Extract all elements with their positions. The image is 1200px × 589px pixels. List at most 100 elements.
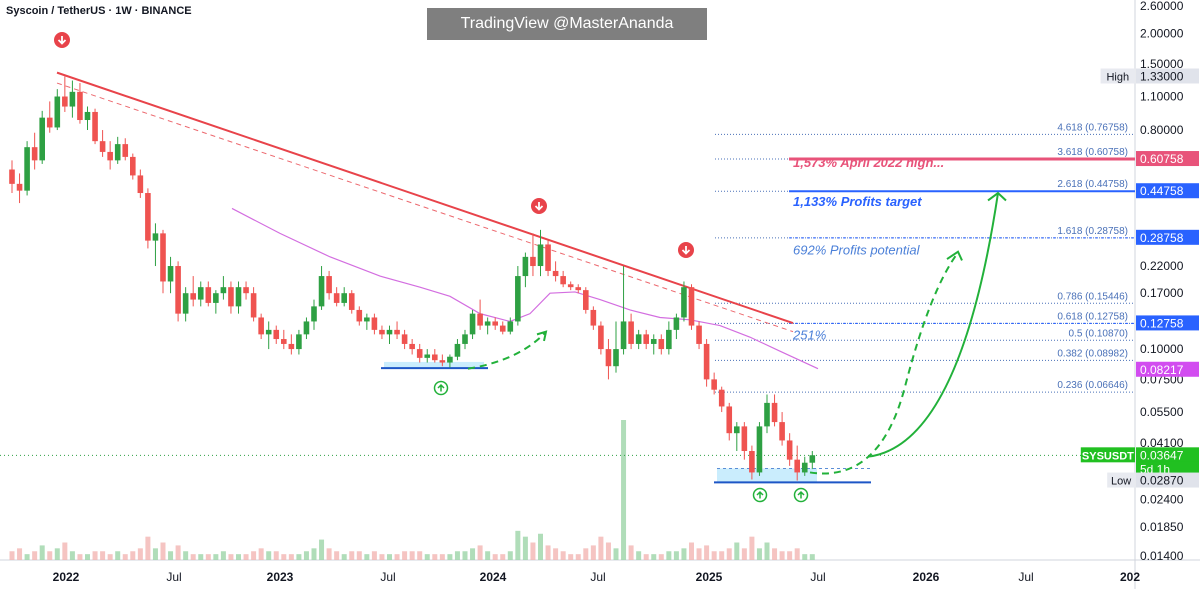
- volume-bar: [251, 551, 257, 560]
- volume-bar: [341, 554, 347, 560]
- price-axis-label: [1136, 472, 1199, 488]
- volume-bar: [711, 551, 717, 560]
- candle-body: [197, 287, 204, 300]
- candle-body: [681, 287, 687, 318]
- volume-bar: [636, 551, 642, 560]
- volume-bar: [69, 551, 75, 560]
- fib-level-label: 4.618 (0.76758): [1057, 122, 1128, 133]
- candle-body: [507, 321, 514, 332]
- candle-body: [439, 360, 446, 363]
- volume-bar: [432, 554, 438, 560]
- volume-bar: [583, 548, 589, 560]
- volume-bar: [779, 551, 785, 560]
- candle-body: [265, 329, 272, 335]
- volume-bar: [643, 554, 649, 560]
- projection-arrowhead-solid: [987, 191, 1007, 202]
- x-tick-label: 202: [1120, 570, 1140, 584]
- volume-bar: [379, 554, 385, 560]
- volume-bar: [485, 551, 491, 560]
- y-tick-label: 0.05500: [1140, 405, 1184, 419]
- candle-body: [635, 334, 642, 344]
- y-tick-label: 2.60000: [1140, 0, 1184, 13]
- candle-body: [703, 343, 710, 380]
- x-tick-label: 2026: [913, 570, 940, 584]
- volume-bar: [288, 554, 294, 560]
- candle-body: [401, 334, 408, 344]
- projection-arrowhead-dashed: [946, 250, 963, 261]
- price-axis-value: 0.28758: [1140, 231, 1184, 245]
- volume-bar: [39, 545, 45, 560]
- candle-body: [379, 329, 385, 335]
- price-axis-label: [1136, 447, 1199, 463]
- volume-bar: [613, 548, 619, 560]
- candle-body: [356, 309, 363, 322]
- volume-bar: [439, 554, 445, 560]
- candle-body: [92, 111, 98, 142]
- volume-bar: [658, 554, 664, 560]
- volume-bar: [462, 551, 468, 560]
- volume-bar: [734, 542, 740, 560]
- volume-bar: [32, 551, 38, 560]
- candle-body: [364, 317, 370, 322]
- candle-body: [114, 144, 121, 161]
- candle-body: [228, 287, 234, 307]
- volume-bar: [696, 548, 702, 560]
- candle-body: [386, 329, 393, 335]
- projection-arrowhead-2023: [536, 330, 548, 342]
- candle-body: [39, 117, 45, 161]
- volume-bar: [130, 551, 136, 560]
- candle-body: [99, 141, 106, 152]
- candle-body: [326, 276, 332, 294]
- candle-body: [205, 287, 212, 303]
- candle-body: [666, 329, 672, 350]
- volume-bar: [741, 548, 747, 560]
- volume-bar: [92, 551, 98, 560]
- candle-body: [613, 349, 619, 367]
- candle-body: [107, 151, 113, 161]
- volume-bar: [719, 551, 725, 560]
- candle-body: [416, 349, 423, 358]
- volume-bar: [787, 551, 793, 560]
- candle-body: [167, 266, 174, 282]
- volume-bar: [598, 536, 604, 560]
- volume-bar: [356, 551, 362, 560]
- downtrend-line-dashed: [56, 82, 794, 333]
- chart-annotation: 1,573% April 2022 high...: [793, 155, 944, 170]
- candle-body: [311, 306, 317, 322]
- candle-body: [673, 317, 680, 330]
- candle-body: [726, 406, 733, 434]
- candle-body: [658, 339, 665, 350]
- price-axis-value: 0.02870: [1140, 474, 1184, 488]
- volume-bar: [756, 548, 762, 560]
- volume-bar: [205, 554, 211, 560]
- price-axis-label: [1136, 315, 1199, 331]
- y-tick-label: 0.01400: [1140, 549, 1184, 563]
- volume-bar: [236, 554, 241, 560]
- x-tick-label: Jul: [166, 570, 181, 584]
- price-axis-value: 0.08217: [1140, 363, 1184, 377]
- candle-body: [130, 156, 136, 176]
- volume-bar: [326, 548, 332, 560]
- volume-bar: [726, 548, 732, 560]
- candle-body: [303, 321, 310, 335]
- candle-body: [213, 293, 219, 303]
- sma-line: [231, 207, 819, 370]
- candle-body: [394, 329, 400, 335]
- candle-body: [575, 287, 582, 291]
- x-tick-label: Jul: [1018, 570, 1033, 584]
- volume-bar: [538, 533, 543, 560]
- down-arrow-icon: [681, 246, 691, 255]
- price-axis-value: 0.12758: [1140, 316, 1184, 330]
- candle-body: [31, 147, 38, 161]
- candle-body: [801, 462, 808, 473]
- volume-bar: [402, 551, 408, 560]
- volume-bar: [100, 551, 106, 560]
- candle-body: [620, 321, 627, 350]
- volume-bar: [47, 551, 53, 560]
- fib-level-label: 0.382 (0.08982): [1057, 348, 1128, 359]
- fib-level-label: 1.618 (0.28758): [1057, 226, 1128, 237]
- y-tick-label: 0.22000: [1140, 259, 1184, 273]
- volume-bar: [281, 554, 287, 560]
- volume-bar: [137, 548, 143, 560]
